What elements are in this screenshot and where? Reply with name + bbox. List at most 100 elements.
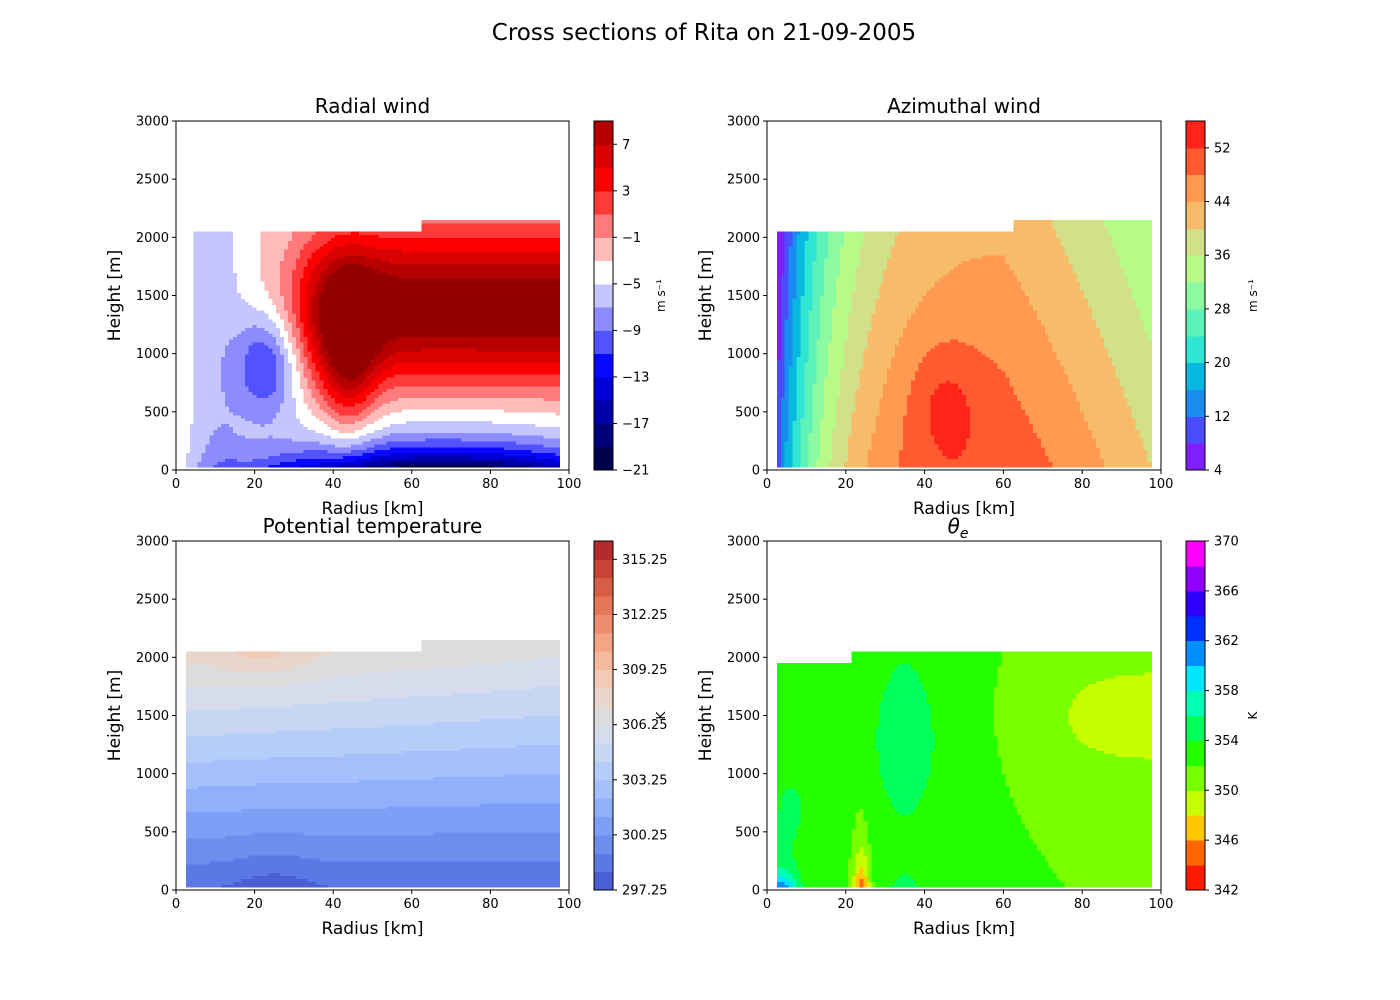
radial-wind-field-cell bbox=[240, 312, 246, 317]
radial-wind-field-cell bbox=[244, 246, 250, 250]
radial-wind-field-cell bbox=[232, 420, 238, 425]
radial-wind-field-cell bbox=[221, 286, 226, 291]
radial-wind-field-cell bbox=[291, 342, 297, 346]
radial-wind-field-cell bbox=[189, 257, 195, 262]
radial-wind-field-cell bbox=[295, 257, 301, 262]
radial-wind-field-cell bbox=[240, 280, 246, 285]
radial-wind-field-cell bbox=[217, 385, 222, 390]
radial-wind-field-cell bbox=[205, 397, 210, 401]
radial-wind-field-cell bbox=[260, 388, 266, 393]
radial-wind-field-cell bbox=[288, 417, 293, 422]
radial-wind-field-cell bbox=[193, 420, 199, 425]
radial-wind-field-cell bbox=[244, 286, 250, 291]
radial-wind-field-cell bbox=[201, 374, 207, 378]
radial-wind-field-cell bbox=[311, 231, 317, 236]
radial-wind-field-cell bbox=[209, 243, 214, 247]
radial-wind-field-cell bbox=[209, 374, 214, 378]
radial-wind-field-cell bbox=[335, 231, 340, 236]
radial-wind-field-cell bbox=[284, 356, 289, 361]
radial-wind-field-cell bbox=[213, 237, 218, 241]
radial-wind-field-cell bbox=[205, 356, 210, 361]
radial-wind-field-cell bbox=[229, 298, 234, 302]
radial-wind-field-cell bbox=[221, 408, 226, 413]
radial-wind-field-cell bbox=[236, 376, 242, 381]
radial-wind-field-cell bbox=[221, 272, 226, 276]
radial-wind-field-cell bbox=[221, 432, 226, 436]
radial-wind-field-cell bbox=[256, 269, 262, 273]
radial-wind-field-cell bbox=[284, 246, 289, 250]
radial-wind-field-cell bbox=[315, 231, 321, 236]
radial-wind-field-cell bbox=[221, 429, 226, 433]
radial-wind-field-cell bbox=[276, 330, 281, 334]
radial-wind-field-cell bbox=[256, 278, 262, 282]
radial-wind-field-cell bbox=[288, 248, 293, 253]
radial-wind-field-cell bbox=[295, 240, 301, 244]
radial-wind-field-cell bbox=[299, 374, 305, 378]
radial-wind-field-cell bbox=[280, 432, 285, 436]
radial-wind-field-cell bbox=[248, 286, 254, 291]
radial-wind-field-cell bbox=[193, 292, 199, 297]
radial-wind-field-cell bbox=[248, 440, 254, 445]
radial-wind-field-cell bbox=[252, 379, 258, 384]
radial-wind-field-cell bbox=[248, 292, 254, 297]
radial-wind-field-cell bbox=[252, 269, 258, 273]
radial-wind-field-cell bbox=[240, 310, 246, 314]
radial-wind-field-cell bbox=[205, 414, 210, 419]
radial-wind-field-cell bbox=[288, 394, 293, 398]
radial-wind-field-cell bbox=[256, 446, 262, 451]
radial-wind-field-cell bbox=[268, 368, 273, 372]
radial-wind-field-cell bbox=[256, 435, 262, 439]
radial-wind-field-cell bbox=[197, 406, 203, 410]
radial-wind-field-cell bbox=[268, 292, 273, 297]
radial-wind-field-cell bbox=[213, 426, 218, 430]
radial-wind-field-cell bbox=[256, 246, 262, 250]
radial-wind-field-cell bbox=[244, 374, 250, 378]
radial-wind-field-cell bbox=[299, 347, 305, 352]
radial-wind-field-cell bbox=[236, 266, 242, 270]
radial-wind-field-cell bbox=[260, 336, 266, 340]
radial-wind-field-cell bbox=[193, 310, 199, 314]
radial-wind-field-cell bbox=[299, 443, 305, 448]
radial-wind-field-cell bbox=[240, 455, 246, 459]
radial-wind-field-cell bbox=[244, 234, 250, 238]
radial-wind-field-cell bbox=[185, 260, 191, 265]
radial-wind-field-cell bbox=[280, 278, 285, 282]
radial-wind-field-cell bbox=[225, 403, 230, 407]
radial-wind-field-cell bbox=[284, 321, 289, 326]
radial-wind-field-cell bbox=[248, 283, 254, 288]
radial-wind-field-cell bbox=[252, 257, 258, 262]
radial-wind-field-cell bbox=[256, 426, 262, 430]
radial-wind-field-cell bbox=[264, 344, 269, 349]
radial-wind-field-cell bbox=[244, 304, 250, 308]
radial-wind-field-cell bbox=[197, 342, 203, 346]
radial-wind-field-cell bbox=[272, 400, 277, 404]
radial-wind-field-cell bbox=[295, 237, 301, 241]
radial-wind-field-cell bbox=[209, 280, 214, 285]
radial-wind-field-cell bbox=[201, 344, 207, 349]
radial-wind-field-cell bbox=[390, 231, 395, 236]
radial-wind-field-cell bbox=[232, 440, 238, 445]
radial-wind-field-cell bbox=[248, 263, 254, 268]
radial-wind-field-cell bbox=[248, 414, 254, 419]
radial-wind-field-cell bbox=[291, 307, 297, 311]
radial-wind-field-cell bbox=[264, 347, 269, 352]
radial-wind-field-cell bbox=[221, 251, 226, 256]
radial-wind-field-cell bbox=[197, 350, 203, 355]
radial-wind-field-cell bbox=[295, 353, 301, 358]
radial-wind-field-cell bbox=[213, 362, 218, 366]
radial-wind-field-cell bbox=[217, 237, 222, 241]
radial-wind-field-cell bbox=[299, 417, 305, 422]
radial-wind-field-cell bbox=[229, 397, 234, 401]
radial-wind-field-cell bbox=[264, 429, 269, 433]
radial-wind-field-cell bbox=[205, 362, 210, 366]
radial-wind-field-cell bbox=[236, 283, 242, 288]
radial-wind-field-cell bbox=[268, 280, 273, 285]
radial-wind-field-cell bbox=[256, 260, 262, 265]
radial-wind-field-cell bbox=[185, 333, 191, 337]
radial-wind-field-cell bbox=[264, 342, 269, 346]
radial-wind-field-cell bbox=[244, 435, 250, 439]
radial-wind-field-cell bbox=[205, 359, 210, 363]
radial-wind-field-cell bbox=[189, 353, 195, 358]
radial-wind-field-cell bbox=[260, 344, 266, 349]
radial-wind-field-cell bbox=[272, 272, 277, 276]
